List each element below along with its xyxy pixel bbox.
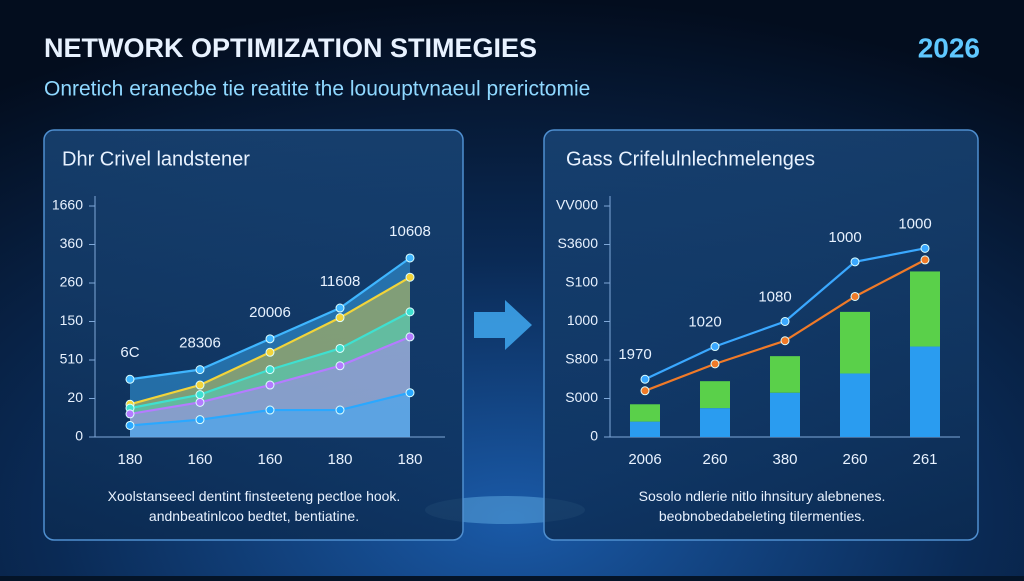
point	[265, 347, 275, 357]
title: NETWORK OPTIMIZATION STIMEGIES	[44, 33, 537, 63]
point	[335, 361, 345, 371]
x-tick-label: 380	[772, 451, 797, 468]
caption: Sosolo ndlerie nitlo ihnsitury alebnenes…	[639, 488, 886, 524]
y-tick-label: S3600	[558, 235, 599, 251]
x-tick-label: 261	[912, 451, 937, 468]
point	[405, 253, 415, 263]
point	[265, 365, 275, 375]
x-tick-label: 260	[702, 451, 727, 468]
annotation: 1080	[758, 288, 791, 305]
x-tick-label: 160	[257, 451, 282, 468]
point	[125, 420, 135, 430]
annotation: 1000	[828, 229, 861, 246]
point	[780, 317, 790, 326]
y-tick-label: 1000	[567, 312, 598, 328]
point	[405, 307, 415, 317]
point	[780, 336, 790, 346]
y-tick-label: S100	[565, 274, 598, 290]
point	[195, 390, 205, 400]
point	[710, 359, 720, 369]
bar	[910, 346, 940, 437]
y-tick-label: 20	[67, 389, 83, 405]
point	[195, 397, 205, 407]
y-tick-label: 0	[590, 428, 598, 444]
x-tick-label: 260	[842, 451, 867, 468]
bar	[630, 421, 660, 437]
point	[265, 334, 275, 344]
y-tick-label: 360	[60, 235, 84, 251]
point	[265, 380, 275, 390]
y-tick-label: 150	[60, 312, 84, 328]
bar	[630, 404, 660, 422]
y-tick-label: 0	[75, 428, 83, 444]
bar	[910, 271, 940, 347]
point	[405, 272, 415, 282]
point	[195, 365, 205, 375]
year: 2026	[918, 32, 980, 63]
point	[405, 332, 415, 342]
y-tick-label: 260	[60, 274, 84, 290]
point	[335, 405, 345, 415]
bar	[840, 373, 870, 437]
y-tick-label: 1660	[52, 197, 83, 213]
x-tick-label: 160	[187, 451, 212, 468]
x-tick-label: 180	[117, 451, 142, 468]
annotation: 28306	[179, 335, 221, 352]
annotation: 1000	[898, 215, 931, 232]
annotation: 6C	[120, 344, 139, 361]
panel-title: Gass Crifelulnlechmelenges	[566, 148, 815, 170]
bar	[840, 311, 870, 374]
point	[195, 380, 205, 390]
bar	[700, 381, 730, 409]
annotation: 11608	[320, 273, 361, 290]
point	[640, 374, 650, 384]
point	[920, 243, 930, 253]
point	[335, 303, 345, 313]
y-tick-label: VV000	[556, 197, 598, 213]
y-tick-label: 510	[60, 351, 84, 367]
point	[710, 342, 720, 352]
bar	[770, 392, 800, 437]
arrow	[474, 300, 532, 350]
point	[335, 313, 345, 323]
bar	[700, 408, 730, 437]
point	[405, 388, 415, 398]
point	[195, 415, 205, 425]
x-tick-label: 180	[327, 451, 352, 468]
point	[125, 409, 135, 419]
x-tick-label: 2006	[628, 451, 661, 468]
y-tick-label: S000	[565, 389, 598, 405]
subtitle: Onretich eranecbe tie reatite the lououp…	[44, 78, 590, 101]
point	[920, 255, 930, 265]
point	[125, 374, 135, 384]
point	[640, 386, 650, 396]
point	[850, 257, 860, 267]
x-tick-label: 180	[397, 451, 422, 468]
caption: Xoolstanseecl dentint finsteeteng pectlo…	[108, 488, 401, 524]
annotation: 20006	[249, 304, 291, 321]
point	[265, 405, 275, 415]
panel-title: Dhr Crivel landstener	[62, 148, 250, 170]
y-tick-label: S800	[565, 351, 598, 367]
point	[335, 343, 345, 353]
annotation: 1970	[618, 346, 651, 363]
annotation: 1020	[688, 313, 721, 330]
area	[130, 392, 410, 437]
bar	[770, 356, 800, 393]
annotation: 10608	[389, 223, 431, 240]
point	[850, 291, 860, 301]
